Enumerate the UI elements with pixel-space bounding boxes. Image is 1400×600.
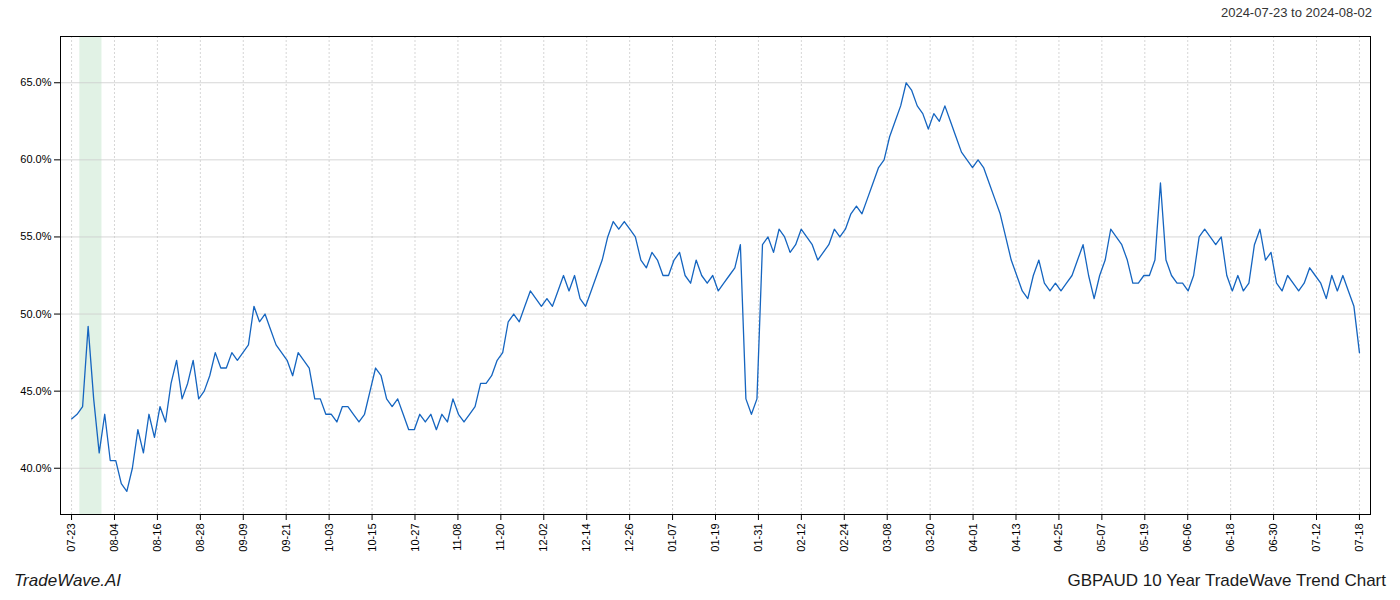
html-text:2024-07-23 to 2024-08-02: 2024-07-23 to 2024-08-02 (1220, 4, 1372, 20)
svg-text:09-21: 09-21 (280, 524, 292, 552)
svg-text:01-07: 01-07 (666, 524, 678, 552)
svg-text:07-23: 07-23 (65, 524, 77, 552)
svg-text:40.0%: 40.0% (20, 462, 51, 474)
svg-text:06-06: 06-06 (1181, 524, 1193, 552)
svg-text:50.0%: 50.0% (20, 308, 51, 320)
svg-text:02-24: 02-24 (838, 524, 850, 552)
svg-text:12-14: 12-14 (580, 524, 592, 552)
svg-text:10-27: 10-27 (409, 524, 421, 552)
svg-text:02-12: 02-12 (795, 524, 807, 552)
svg-text:11-20: 11-20 (494, 524, 506, 551)
svg-text:07-18: 07-18 (1353, 524, 1365, 552)
svg-text:06-30: 06-30 (1267, 524, 1279, 552)
svg-text:45.0%: 45.0% (20, 385, 51, 397)
svg-text:07-12: 07-12 (1310, 524, 1322, 552)
svg-text:11-08: 11-08 (451, 524, 463, 551)
svg-text:04-25: 04-25 (1052, 524, 1064, 552)
svg-text:04-01: 04-01 (967, 524, 979, 552)
svg-text:03-08: 03-08 (881, 524, 893, 552)
svg-text:05-07: 05-07 (1095, 524, 1107, 552)
svg-text:01-19: 01-19 (709, 524, 721, 552)
svg-text:08-04: 08-04 (108, 524, 120, 552)
svg-text:06-18: 06-18 (1224, 524, 1236, 552)
svg-text:65.0%: 65.0% (20, 76, 51, 88)
svg-text:10-15: 10-15 (366, 524, 378, 552)
svg-text:03-20: 03-20 (924, 524, 936, 552)
svg-text:12-02: 12-02 (537, 524, 549, 552)
svg-text:08-16: 08-16 (151, 524, 163, 552)
svg-text:10-03: 10-03 (323, 524, 335, 552)
svg-text:12-26: 12-26 (623, 524, 635, 552)
svg-text:05-19: 05-19 (1138, 524, 1150, 552)
svg-text:60.0%: 60.0% (20, 153, 51, 165)
svg-text:04-13: 04-13 (1010, 524, 1022, 552)
html-text:TradeWave.AI: TradeWave.AI (14, 571, 122, 590)
svg-text:08-28: 08-28 (194, 524, 206, 552)
svg-text:55.0%: 55.0% (20, 230, 51, 242)
svg-text:09-09: 09-09 (237, 524, 249, 552)
html-text:GBPAUD 10 Year TradeWave Trend: GBPAUD 10 Year TradeWave Trend Chart (1067, 571, 1386, 590)
svg-text:01-31: 01-31 (752, 524, 764, 552)
